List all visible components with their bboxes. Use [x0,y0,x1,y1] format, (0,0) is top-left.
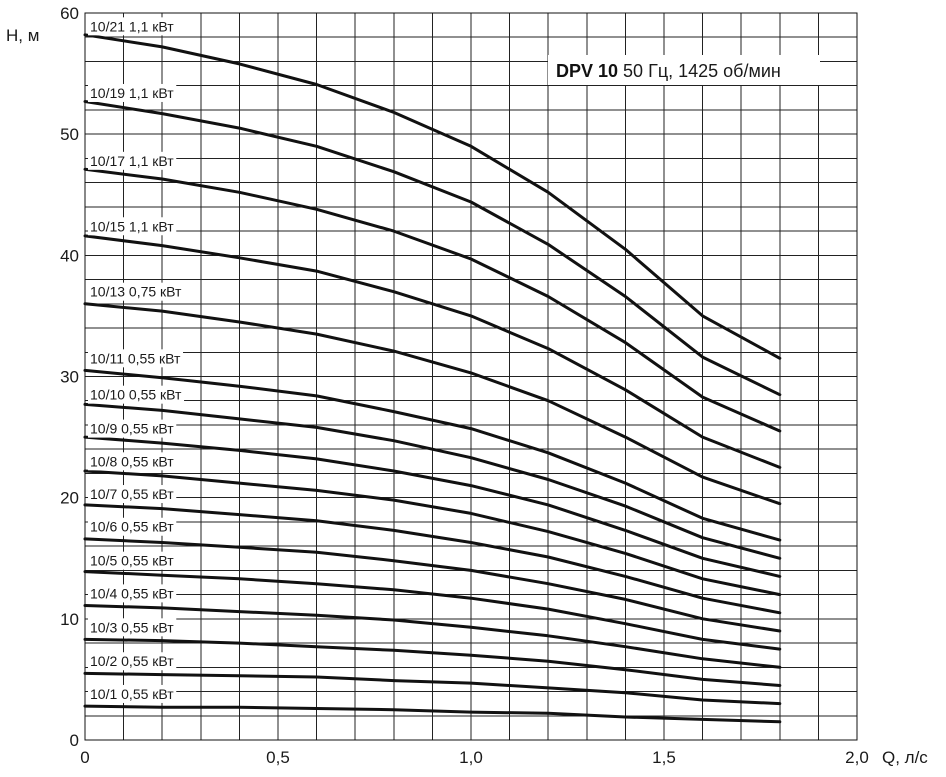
series-label-background [88,485,177,504]
series-label-background [88,684,177,703]
series-label-background [88,349,184,368]
series-label-group: 10/7 0,55 кВт [88,485,177,504]
series-label: 10/10 0,55 кВт [90,387,182,403]
series-label-background [88,17,177,36]
tick-labels: 0 10 20 30 40 50 60 0 0,5 1,0 1,5 2,0 [60,4,869,767]
series-label-group: 10/9 0,55 кВт [88,419,177,438]
series-label-group: 10/4 0,55 кВт [88,584,177,603]
y-tick-label: 10 [60,610,79,629]
series-line [83,33,782,360]
plot-frame [84,12,858,741]
x-tick-label: 0 [80,748,89,767]
title-model: DPV 10 [556,61,618,81]
series-label-group: 10/10 0,55 кВт [88,385,185,404]
series-line [83,604,782,669]
series-label-group: 10/19 1,1 кВт [88,83,177,102]
series-label-group: 10/8 0,55 кВт [88,452,177,471]
chart-title: DPV 10 50 Гц, 1425 об/мин [556,61,781,81]
y-tick-label: 50 [60,125,79,144]
series-label: 10/13 0,75 кВт [90,284,182,300]
series-label: 10/19 1,1 кВт [90,85,174,101]
series-label-background [88,517,177,536]
x-tick-label: 0,5 [266,748,290,767]
x-tick-label: 1,5 [652,748,676,767]
series-label-background [88,618,177,637]
series-label: 10/5 0,55 кВт [90,553,174,569]
series-labels: 10/21 1,1 кВт 10/19 1,1 кВт 10/17 1,1 кВт 1… [88,17,185,703]
series-label: 10/2 0,55 кВт [90,653,174,669]
series-label-group: 10/1 0,55 кВт [88,684,177,703]
series-label-background [88,652,177,671]
x-tick-label: 1,0 [459,748,483,767]
series-label: 10/3 0,55 кВт [90,619,174,635]
series-line [83,234,782,469]
series-label-background [88,385,185,404]
series-label: 10/6 0,55 кВт [90,519,174,535]
series-line [83,570,782,651]
series-line [83,704,782,724]
series-label-background [88,83,177,102]
series-line [83,302,782,506]
series-label-group: 10/13 0,75 кВт [88,282,185,301]
series-line [83,167,782,433]
series-label-background [88,584,177,603]
y-tick-label: 20 [60,489,79,508]
series-line [83,671,782,706]
series-label-background [88,551,177,570]
series-label: 10/7 0,55 кВт [90,486,174,502]
series-label-group: 10/6 0,55 кВт [88,517,177,536]
series-line [83,637,782,687]
series-line [83,469,782,597]
y-tick-label: 30 [60,368,79,387]
series-label-group: 10/2 0,55 кВт [88,652,177,671]
y-tick-label: 40 [60,246,79,265]
series-label-group: 10/15 1,1 кВт [88,217,177,236]
series-label-background [88,282,185,301]
series-label: 10/8 0,55 кВт [90,453,174,469]
series-line [83,368,782,542]
series-label-group: 10/3 0,55 кВт [88,618,177,637]
y-axis-label: H, м [6,26,39,45]
series-label: 10/11 0,55 кВт [90,350,181,366]
series-line [83,503,782,615]
x-tick-label: 2,0 [845,748,869,767]
series-line [83,435,782,578]
series-label: 10/21 1,1 кВт [90,18,174,34]
y-tick-label: 0 [70,731,79,750]
title-specs: 50 Гц, 1425 об/мин [623,61,781,81]
series-label-group: 10/11 0,55 кВт [88,349,184,368]
series-label-background [88,452,177,471]
series-label-group: 10/17 1,1 кВт [88,151,177,170]
series-line [83,100,782,397]
series-label-group: 10/5 0,55 кВт [88,551,177,570]
series-label-group: 10/21 1,1 кВт [88,17,177,36]
y-tick-label: 60 [60,4,79,23]
series-line [83,537,782,633]
series-label-background [88,217,177,236]
series-label: 10/17 1,1 кВт [90,153,174,169]
series-label: 10/4 0,55 кВт [90,585,174,601]
series-label: 10/1 0,55 кВт [90,686,174,702]
series-label-background [88,151,177,170]
title-background [548,55,820,85]
x-axis-label: Q, л/с [882,748,928,767]
series-label: 10/15 1,1 кВт [90,218,174,234]
series-line [83,402,782,560]
curves [83,33,782,724]
series-label: 10/9 0,55 кВт [90,421,174,437]
series-label-background [88,419,177,438]
